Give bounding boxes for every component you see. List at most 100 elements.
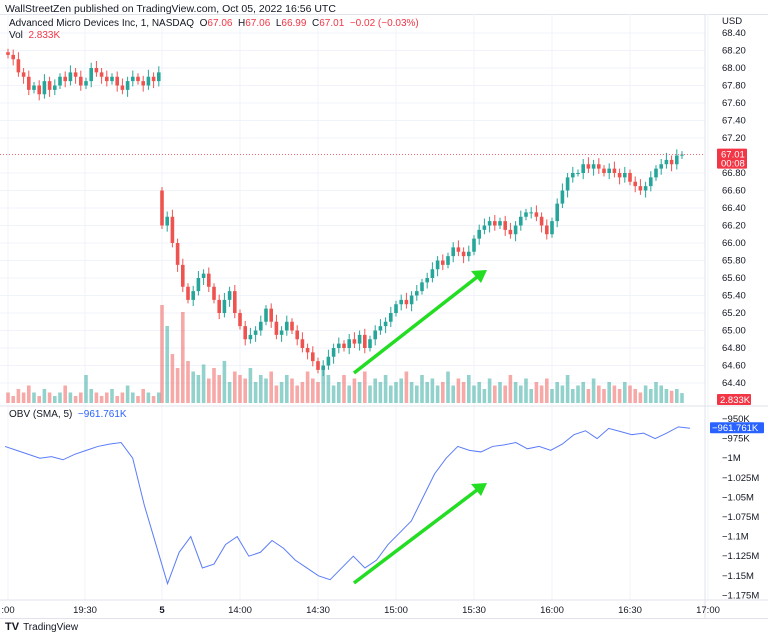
volume-bar xyxy=(638,392,643,403)
volume-bar xyxy=(373,378,377,403)
volume-bar xyxy=(16,389,21,403)
obv-tick-label: −1.1M xyxy=(722,532,749,543)
volume-bar xyxy=(326,375,331,403)
candle-body xyxy=(461,251,466,257)
candle-body xyxy=(373,330,377,340)
candle-body xyxy=(63,76,67,82)
volume-bar xyxy=(68,392,73,403)
candle-body xyxy=(84,81,88,86)
volume-bar xyxy=(425,382,429,403)
time-tick-label: 16:00 xyxy=(540,605,564,616)
candle-body xyxy=(513,225,518,235)
candle-body xyxy=(404,299,409,305)
candle-body xyxy=(157,72,161,82)
candle-body xyxy=(316,361,320,370)
candle-body xyxy=(99,72,104,77)
candle-body xyxy=(321,365,325,370)
volume-bar xyxy=(446,371,450,403)
volume-bar xyxy=(181,312,185,403)
volume-bar xyxy=(456,378,461,403)
candle-body xyxy=(181,264,185,287)
price-tick-label: 68.40 xyxy=(722,28,746,39)
open-value: 67.06 xyxy=(207,18,233,29)
volume-bar xyxy=(571,389,575,403)
volume-bar xyxy=(357,382,362,403)
candle-body xyxy=(565,177,570,191)
volume-bar xyxy=(11,396,15,403)
price-tick-label: 67.20 xyxy=(722,133,746,144)
volume-bar xyxy=(597,385,601,403)
candle-body xyxy=(160,190,164,226)
volume-value: 2.833K xyxy=(28,30,61,41)
time-tick-label: 17:00 xyxy=(696,605,720,616)
volume-bar xyxy=(120,392,125,403)
candle-body xyxy=(409,295,414,305)
price-tick-label: 65.20 xyxy=(722,308,746,319)
candle-body xyxy=(415,291,419,296)
candle-body xyxy=(16,59,21,73)
obv-tick-label: −1.05M xyxy=(722,492,754,503)
candle-body xyxy=(659,164,663,169)
volume-bar xyxy=(383,375,388,403)
brand-name: TradingView xyxy=(23,621,79,633)
candle-body xyxy=(435,260,440,270)
candle-body xyxy=(664,159,669,165)
tradingview-logo[interactable]: TV TradingView xyxy=(5,621,78,633)
volume-bar xyxy=(649,389,653,403)
candle-body xyxy=(165,216,169,226)
volume-bar xyxy=(659,385,663,403)
candle-body xyxy=(151,76,156,82)
candle-body xyxy=(217,299,221,313)
volume-bar xyxy=(633,389,637,403)
change-value: −0.02 (−0.03%) xyxy=(349,18,419,29)
volume-bar xyxy=(467,375,471,403)
volume-bar xyxy=(141,389,145,403)
close-value: 67.01 xyxy=(319,18,345,29)
obv-trend-arrow-shaft xyxy=(352,485,483,585)
symbol-name: Advanced Micro Devices Inc, 1, NASDAQ xyxy=(9,18,195,29)
volume-bar xyxy=(32,392,36,403)
candle-body xyxy=(612,168,617,173)
candle-body xyxy=(233,291,237,313)
volume-bar xyxy=(146,392,151,403)
candle-body xyxy=(175,243,180,265)
volume-bar xyxy=(165,326,169,403)
chart-frame[interactable] xyxy=(0,14,768,619)
candle-body xyxy=(649,177,653,187)
candle-body xyxy=(27,76,31,90)
volume-bar xyxy=(389,385,393,403)
candle-body xyxy=(545,225,549,235)
volume-bar xyxy=(394,382,398,403)
volume-bar xyxy=(669,390,674,403)
candle-body xyxy=(105,76,109,82)
volume-bar xyxy=(451,385,455,403)
time-tick-label: 14:30 xyxy=(306,605,330,616)
publisher-caption: WallStreetZen published on TradingView.c… xyxy=(5,3,336,15)
price-tick-label: 68.20 xyxy=(722,46,746,57)
candle-body xyxy=(32,85,36,90)
candle-body xyxy=(508,229,513,235)
candle-body xyxy=(264,308,268,322)
volume-bar xyxy=(675,389,679,403)
close-label: C xyxy=(312,18,320,29)
candle-body xyxy=(94,68,99,73)
volume-bar xyxy=(409,382,414,403)
candle-body xyxy=(456,247,461,252)
volume-bar xyxy=(415,385,419,403)
volume-bar xyxy=(565,375,570,403)
candle-body xyxy=(120,85,125,90)
candle-body xyxy=(539,216,544,226)
volume-bar xyxy=(545,378,549,403)
volume-bar xyxy=(560,385,565,403)
volume-bar xyxy=(274,385,279,403)
volume-bar xyxy=(42,389,47,403)
volume-bar xyxy=(430,378,435,403)
volume-bar xyxy=(136,396,140,403)
candle-body xyxy=(503,221,507,230)
candle-body xyxy=(300,339,305,348)
volume-bar xyxy=(89,389,93,403)
candle-body xyxy=(680,154,684,156)
candle-body xyxy=(305,348,310,353)
candle-body xyxy=(389,313,393,322)
